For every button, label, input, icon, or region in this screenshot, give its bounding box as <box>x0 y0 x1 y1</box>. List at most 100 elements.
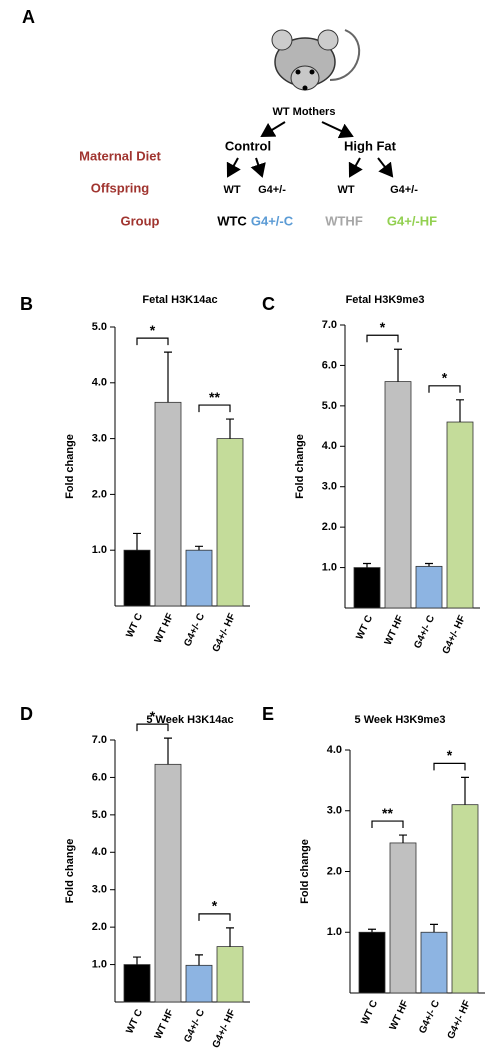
bar <box>216 438 244 607</box>
error-bar <box>394 348 402 382</box>
x-tick-label: WT HF <box>153 612 176 645</box>
y-tick-label: 1.0 <box>92 544 107 556</box>
y-tick-label: 2.0 <box>92 921 107 933</box>
chart-title: Fetal H3K9me3 <box>346 294 425 306</box>
y-axis-label: Fold change <box>64 839 76 904</box>
panel-label: D <box>20 704 33 724</box>
significance-bracket <box>198 404 231 413</box>
bar <box>154 401 182 607</box>
significance-label: ** <box>209 389 220 405</box>
panel-label: A <box>22 7 35 27</box>
arrow <box>226 157 241 178</box>
x-tick-label: G4+/- C <box>182 1008 207 1045</box>
x-tick-label: WT C <box>124 1008 145 1036</box>
row-label: Group <box>121 213 160 228</box>
significance-label: * <box>150 708 156 724</box>
y-tick-label: 4.0 <box>92 377 107 389</box>
x-tick-label: WT C <box>354 614 375 642</box>
significance-label: * <box>442 369 448 385</box>
significance-bracket <box>136 723 169 732</box>
error-bar <box>425 562 433 567</box>
y-tick-label: 1.0 <box>327 926 342 938</box>
panel-label: B <box>20 294 33 314</box>
y-axis-label: Fold change <box>299 839 311 904</box>
group-node: WTHF <box>325 213 363 228</box>
error-bar <box>461 776 469 805</box>
row-label: Maternal Diet <box>79 148 161 163</box>
x-tick-label: G4+/- HF <box>211 612 238 654</box>
y-tick-label: 3.0 <box>322 481 337 493</box>
root-node: WT Mothers <box>273 106 336 118</box>
offspring-node: WT <box>337 184 354 196</box>
x-tick-label: WT HF <box>153 1008 176 1041</box>
error-bar <box>368 928 376 933</box>
mouse-icon <box>271 29 361 91</box>
y-tick-label: 1.0 <box>322 561 337 573</box>
bar <box>420 931 448 994</box>
error-bar <box>195 545 203 551</box>
significance-label: * <box>447 747 453 763</box>
significance-bracket <box>428 385 461 393</box>
arrow <box>260 121 286 138</box>
bar <box>123 964 151 1003</box>
y-tick-label: 2.0 <box>327 865 342 877</box>
significance-bracket <box>433 762 466 771</box>
panel-label: C <box>262 294 275 314</box>
significance-label: ** <box>382 805 393 821</box>
bar <box>154 763 182 1003</box>
significance-bracket <box>366 334 399 343</box>
arrow <box>377 157 394 178</box>
y-tick-label: 3.0 <box>327 805 342 817</box>
x-tick-label: G4+/- C <box>182 612 207 649</box>
x-tick-label: WT HF <box>388 999 411 1032</box>
arrow <box>348 157 363 178</box>
error-bar <box>226 418 234 439</box>
significance-label: * <box>212 898 218 914</box>
y-tick-label: 6.0 <box>322 359 337 371</box>
y-axis-label: Fold change <box>294 434 306 499</box>
significance-bracket <box>136 337 169 346</box>
bar <box>451 804 479 994</box>
y-tick-label: 5.0 <box>92 809 107 821</box>
error-bar <box>164 737 172 765</box>
bar <box>216 946 244 1003</box>
offspring-node: WT <box>223 184 240 196</box>
y-axis-label: Fold change <box>64 434 76 499</box>
group-node: G4+/-HF <box>387 213 437 228</box>
y-tick-label: 4.0 <box>92 846 107 858</box>
bar <box>185 964 213 1003</box>
error-bar <box>133 532 141 551</box>
group-node: G4+/-C <box>251 213 294 228</box>
y-tick-label: 5.0 <box>322 400 337 412</box>
x-tick-label: G4+/- C <box>412 614 437 651</box>
y-tick-label: 4.0 <box>327 744 342 756</box>
arrow <box>250 157 266 178</box>
y-tick-label: 4.0 <box>322 440 337 452</box>
y-tick-label: 7.0 <box>92 734 107 746</box>
error-bar <box>399 834 407 843</box>
error-bar <box>226 927 234 947</box>
x-tick-label: G4+/- C <box>417 999 442 1036</box>
panel-label: E <box>262 704 274 724</box>
y-tick-label: 2.0 <box>92 488 107 500</box>
error-bar <box>164 351 172 403</box>
bar <box>123 549 151 607</box>
bar <box>384 381 412 609</box>
significance-label: * <box>380 319 386 335</box>
error-bar <box>195 954 203 966</box>
y-tick-label: 3.0 <box>92 884 107 896</box>
diet-node: High Fat <box>344 138 397 153</box>
bar <box>358 931 386 994</box>
y-tick-label: 6.0 <box>92 771 107 783</box>
significance-label: * <box>150 322 156 338</box>
row-label: Offspring <box>91 180 150 195</box>
error-bar <box>363 562 371 568</box>
offspring-node: G4+/- <box>390 184 418 196</box>
arrow <box>321 121 354 139</box>
chart-title: 5 Week H3K14ac <box>146 714 233 726</box>
bar <box>446 421 474 609</box>
bar <box>353 567 381 609</box>
offspring-node: G4+/- <box>258 184 286 196</box>
chart-title: 5 Week H3K9me3 <box>355 714 446 726</box>
